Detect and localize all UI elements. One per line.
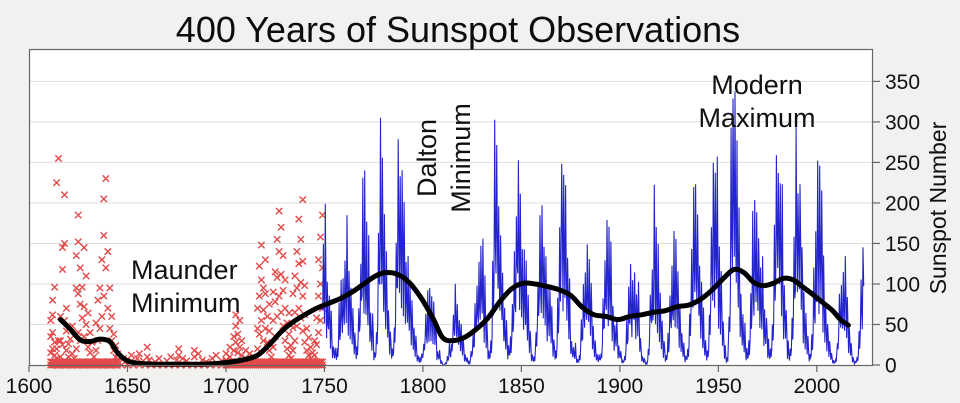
y-axis-ticks: 0 50 100 150 200 250 300 350 <box>872 71 920 378</box>
monthly-sunspot-line <box>322 91 865 366</box>
annotation-maunder-minimum-line2: Minimum <box>131 288 241 318</box>
x-axis-ticks: 1600 1650 1700 1750 1800 1850 1900 1950 2000 <box>6 365 840 398</box>
x-tick-label: 1900 <box>597 375 644 398</box>
smoothed-sunspot-curve <box>58 266 851 367</box>
x-tick-label: 1750 <box>301 375 348 398</box>
annotation-dalton-minimum-line2: Minimum <box>446 103 476 213</box>
blue-monthly-series <box>322 91 865 366</box>
black-smoothed-series <box>58 266 851 367</box>
y-tick-label: 250 <box>885 152 920 175</box>
chart-title: 400 Years of Sunspot Observations <box>176 9 740 50</box>
y-tick-label: 100 <box>885 273 920 296</box>
x-tick-label: 1650 <box>104 375 151 398</box>
x-tick-label: 1850 <box>498 375 545 398</box>
plot-border <box>28 48 874 367</box>
y-tick-label: 0 <box>885 355 897 378</box>
y-tick-label: 350 <box>885 71 920 94</box>
annotation-modern-maximum-line1: Modern <box>711 70 803 100</box>
annotation-modern-maximum-line2: Maximum <box>698 103 815 133</box>
x-tick-label: 1700 <box>203 375 250 398</box>
y-tick-label: 150 <box>885 233 920 256</box>
x-tick-label: 2000 <box>793 375 840 398</box>
y-axis-label: Sunspot Number <box>925 121 951 294</box>
x-tick-label: 1950 <box>695 375 742 398</box>
annotation-dalton-minimum-line1: Dalton <box>412 119 442 197</box>
gridlines <box>29 80 872 325</box>
y-tick-label: 200 <box>885 192 920 215</box>
x-tick-label: 1600 <box>6 375 53 398</box>
y-tick-label: 50 <box>885 314 908 337</box>
annotation-maunder-minimum-line1: Maunder <box>131 255 238 285</box>
y-tick-label: 300 <box>885 111 920 134</box>
x-tick-label: 1800 <box>400 375 447 398</box>
